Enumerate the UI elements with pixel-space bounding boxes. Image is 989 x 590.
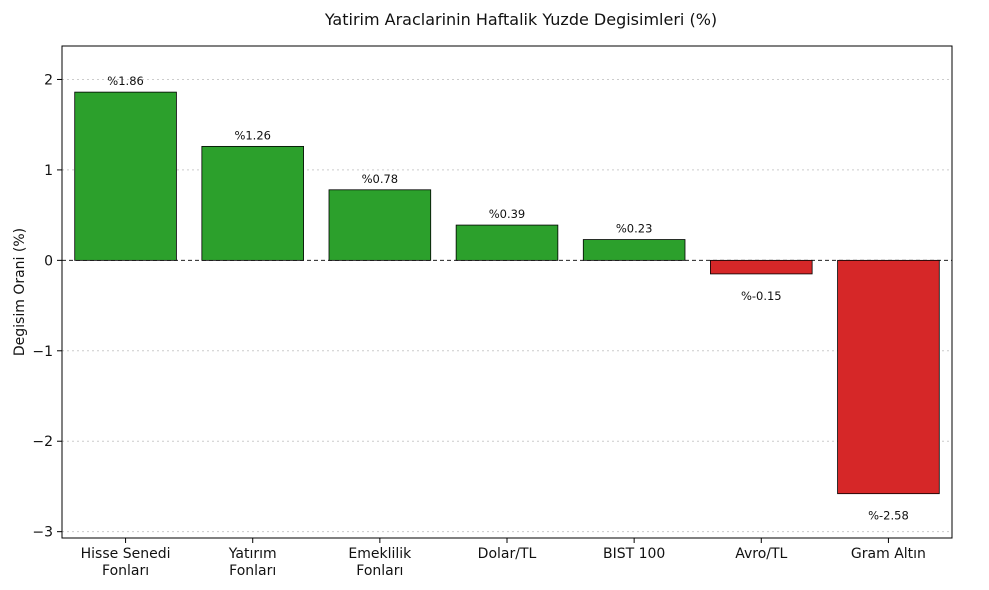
- x-tick-label: Gram Altın: [851, 546, 926, 562]
- bar-value-label: %0.39: [489, 207, 526, 221]
- x-tick-label: Avro/TL: [735, 546, 787, 562]
- x-tick-label: Yatırım Fonları: [228, 546, 277, 579]
- bar-value-label: %1.86: [107, 74, 144, 88]
- bar: [328, 189, 432, 261]
- x-tick-label-line: Fonları: [102, 563, 149, 579]
- bar: [201, 145, 304, 261]
- x-tick-label-line: Gram Altın: [851, 546, 926, 562]
- x-tick-label-line: Avro/TL: [735, 546, 787, 562]
- bar: [710, 259, 813, 275]
- x-tick-label-line: Fonları: [229, 563, 276, 579]
- x-tick-label: BIST 100: [603, 546, 665, 562]
- bar-value-label: %-2.58: [868, 509, 909, 523]
- x-tick-label: Hisse Senedi Fonları: [81, 546, 171, 579]
- x-tick-label-line: Emeklilik: [348, 546, 412, 562]
- bar-value-label: %-0.15: [741, 289, 782, 303]
- y-tick-label: −2: [32, 434, 53, 450]
- bar-value-label: %0.78: [362, 172, 399, 186]
- x-tick-label-line: Fonları: [356, 563, 403, 579]
- bar: [582, 239, 686, 261]
- x-tick-label-line: Dolar/TL: [478, 546, 537, 562]
- bar-value-label: %1.26: [234, 128, 271, 142]
- bar-labels: %1.86 %1.26 %0.78 %0.39 %0.23 %-0.15 %-2.58: [107, 74, 908, 523]
- y-tick-label: 1: [44, 163, 53, 179]
- x-tick-label-line: Hisse Senedi: [81, 546, 171, 562]
- bar-value-label: %0.23: [616, 222, 653, 236]
- x-tick-label: Dolar/TL: [478, 546, 537, 562]
- y-axis-label: Degisim Orani (%): [12, 228, 28, 356]
- bars: [74, 91, 940, 495]
- bar: [74, 91, 177, 261]
- y-tick-label: −3: [32, 525, 53, 541]
- x-tick-label-line: BIST 100: [603, 546, 665, 562]
- bar: [837, 259, 940, 495]
- y-tick-label: 0: [44, 253, 53, 269]
- y-tick-label: −1: [32, 344, 53, 360]
- plot-frame: [61, 45, 953, 539]
- x-tick-label: Emeklilik Fonları: [348, 546, 412, 579]
- grid-lines: [62, 78, 952, 533]
- bar: [455, 224, 559, 261]
- x-tick-label-line: Yatırım: [228, 546, 277, 562]
- y-tick-label: 2: [44, 72, 53, 88]
- chart-title: Yatirim Araclarinin Haftalik Yuzde Degis…: [324, 10, 717, 29]
- y-ticks: −3 −2 −1 0 1 2: [32, 72, 62, 541]
